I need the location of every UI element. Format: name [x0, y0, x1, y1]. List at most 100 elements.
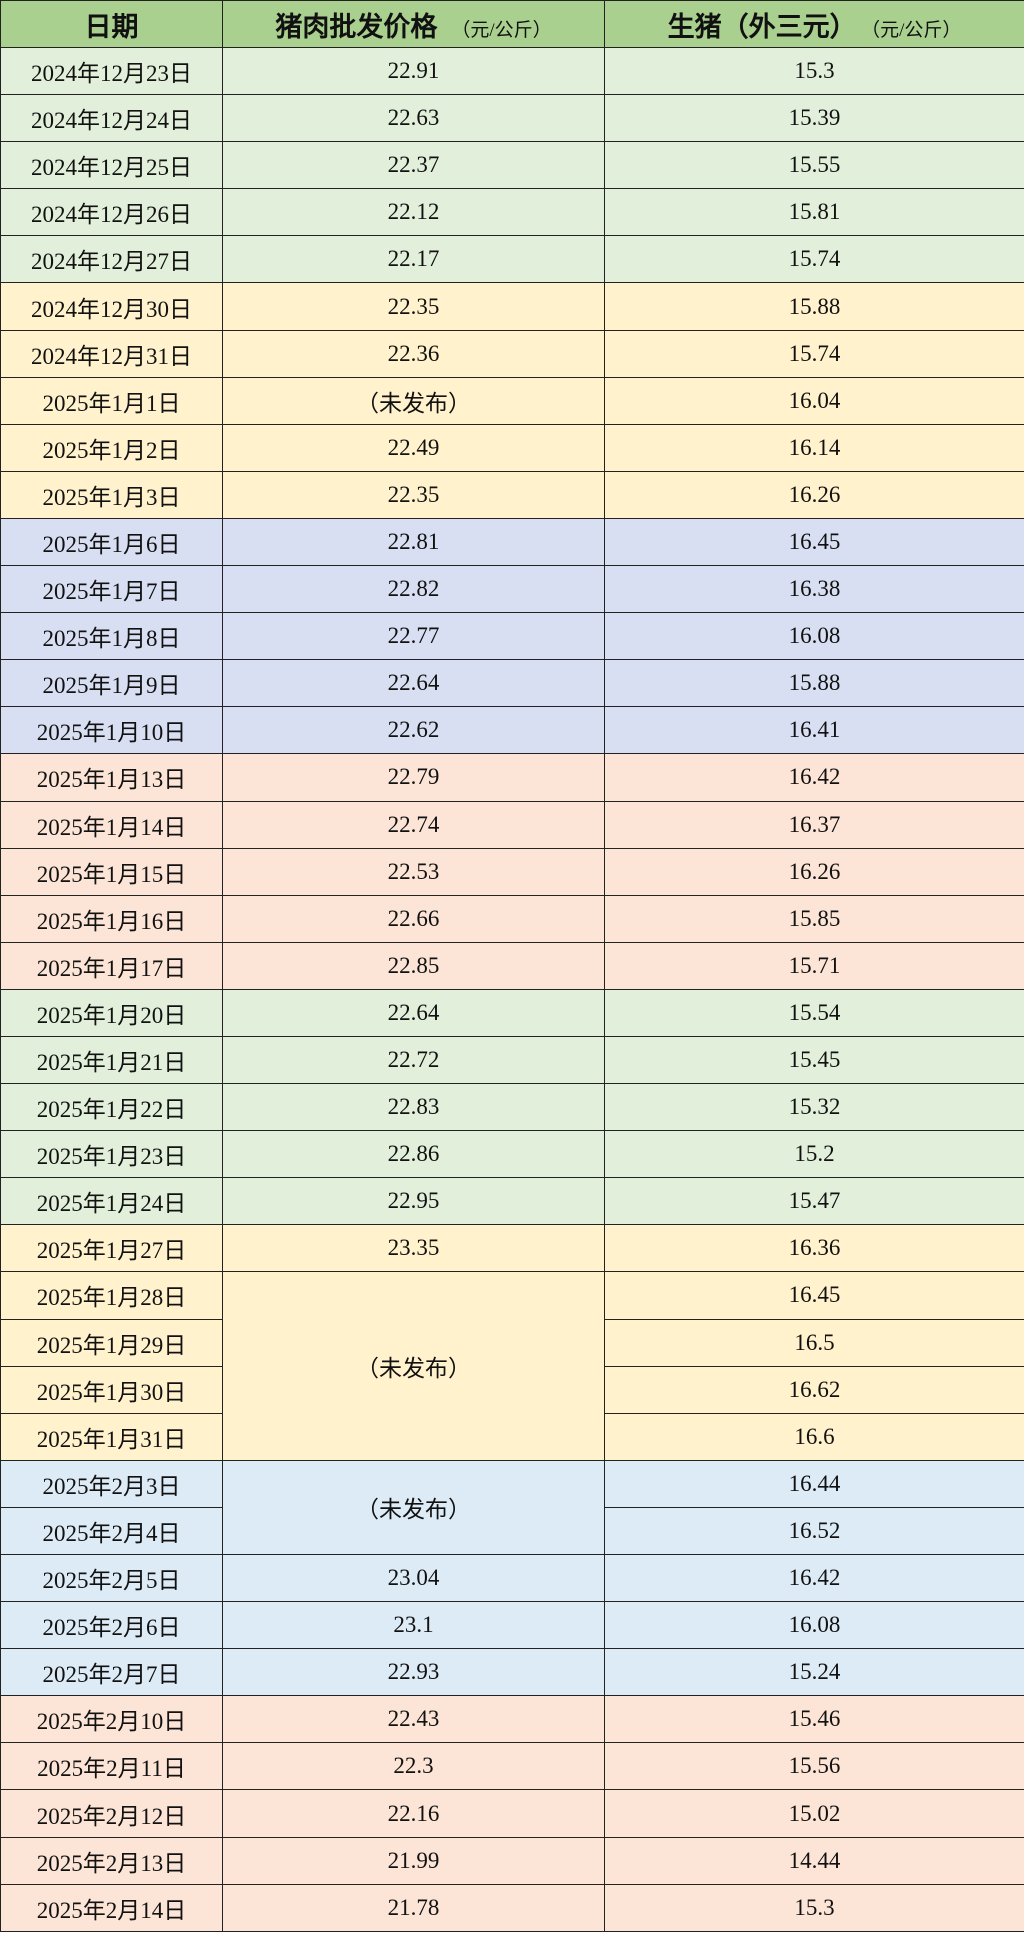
table-row: 2025年1月7日 22.82 16.38 [0, 565, 1024, 614]
date-cell: 2025年1月6日 [0, 517, 223, 567]
hog-price-cell: 16.26 [604, 847, 1024, 896]
pork-price-cell: （未发布） [222, 376, 605, 425]
hog-price-cell: 16.42 [604, 1553, 1024, 1603]
date-cell: 2024年12月30日 [0, 282, 223, 331]
table-row: 2024年12月25日 22.37 15.55 [0, 141, 1024, 190]
pork-price-cell: 21.99 [222, 1836, 605, 1885]
table-row: 2025年1月27日 23.35 16.36 [0, 1224, 1024, 1273]
date-cell: 2024年12月23日 [0, 46, 223, 96]
table-row: 2024年12月27日 22.17 15.74 [0, 235, 1024, 284]
date-cell: 2025年1月23日 [0, 1130, 223, 1179]
pork-price-cell: 22.64 [222, 659, 605, 708]
pork-price-cell: 22.63 [222, 94, 605, 143]
pork-price-cell: 22.37 [222, 141, 605, 190]
pork-price-cell: 22.83 [222, 1083, 605, 1132]
pork-price-cell: 22.86 [222, 1130, 605, 1179]
hog-price-cell: 16.41 [604, 706, 1024, 755]
hog-price-cell: 16.26 [604, 470, 1024, 519]
table-row: 2025年1月13日 22.79 16.42 [0, 753, 1024, 802]
date-cell: 2025年2月4日 [0, 1506, 223, 1556]
hog-price-cell: 16.04 [604, 376, 1024, 425]
date-cell: 2025年1月3日 [0, 470, 223, 519]
hog-price-cell: 15.2 [604, 1130, 1024, 1179]
table-row: 2025年1月31日 16.6 [0, 1412, 1024, 1461]
hog-price-cell: 15.39 [604, 94, 1024, 143]
date-cell: 2025年1月30日 [0, 1365, 223, 1414]
hog-price-cell: 16.62 [604, 1365, 1024, 1414]
pork-price-cell: 22.91 [222, 46, 605, 96]
table-row: 2024年12月26日 22.12 15.81 [0, 188, 1024, 237]
date-cell: 2025年1月17日 [0, 941, 223, 990]
pork-price-cell: 22.17 [222, 235, 605, 284]
table-row: 2025年2月10日 22.43 15.46 [0, 1695, 1024, 1744]
table-row: 2025年2月4日 16.52 [0, 1506, 1024, 1556]
hog-price-cell: 14.44 [604, 1836, 1024, 1885]
hog-price-cell: 15.55 [604, 141, 1024, 190]
hog-price-cell: 15.3 [604, 1883, 1024, 1932]
table-row: 2025年1月15日 22.53 16.26 [0, 847, 1024, 896]
date-cell: 2024年12月24日 [0, 94, 223, 143]
pork-price-cell: 22.3 [222, 1742, 605, 1791]
hog-price-cell: 16.38 [604, 565, 1024, 614]
table-row: 2024年12月30日 22.35 15.88 [0, 282, 1024, 331]
hog-price-cell: 16.08 [604, 612, 1024, 661]
table-row: 2025年1月6日 22.81 16.45 [0, 517, 1024, 567]
hog-price-cell: 16.45 [604, 517, 1024, 567]
pork-price-cell: 22.95 [222, 1177, 605, 1226]
hog-price-cell: 16.5 [604, 1318, 1024, 1367]
pork-price-cell: 22.79 [222, 753, 605, 802]
date-cell: 2025年2月5日 [0, 1553, 223, 1603]
date-cell: 2025年1月24日 [0, 1177, 223, 1226]
table-row: 2025年1月8日 22.77 16.08 [0, 612, 1024, 661]
date-cell: 2024年12月26日 [0, 188, 223, 237]
table-row: 2025年2月13日 21.99 14.44 [0, 1836, 1024, 1885]
hog-price-cell: 15.85 [604, 894, 1024, 943]
pork-price-cell: （未发布） [222, 1459, 605, 1556]
date-cell: 2025年2月12日 [0, 1789, 223, 1838]
header-pork-price: 猪肉批发价格 （元/公斤） [222, 0, 605, 48]
pork-price-cell: 22.64 [222, 988, 605, 1037]
hog-price-cell: 15.71 [604, 941, 1024, 990]
date-cell: 2025年1月14日 [0, 800, 223, 849]
hog-price-cell: 16.37 [604, 800, 1024, 849]
table-row: 2025年1月20日 22.64 15.54 [0, 988, 1024, 1037]
hog-price-cell: 16.36 [604, 1224, 1024, 1273]
pork-price-cell: 22.77 [222, 612, 605, 661]
hog-price-cell: 16.14 [604, 423, 1024, 472]
hog-price-cell: 16.44 [604, 1459, 1024, 1508]
date-cell: 2025年2月11日 [0, 1742, 223, 1791]
unit-label: （元/公斤） [870, 19, 962, 41]
hog-price-cell: 16.45 [604, 1271, 1024, 1320]
date-cell: 2025年2月10日 [0, 1695, 223, 1744]
table-row: 2025年1月17日 22.85 15.71 [0, 941, 1024, 990]
pork-price-cell: 22.16 [222, 1789, 605, 1838]
hog-price-cell: 16.42 [604, 753, 1024, 802]
table-row: 2025年2月7日 22.93 15.24 [0, 1648, 1024, 1697]
date-cell: 2025年1月27日 [0, 1224, 223, 1273]
date-cell: 2025年1月20日 [0, 988, 223, 1037]
hog-price-cell: 15.74 [604, 235, 1024, 284]
table-row: 2025年2月5日 23.04 16.42 [0, 1553, 1024, 1603]
table-row: 2025年1月21日 22.72 15.45 [0, 1035, 1024, 1085]
hog-price-cell: 15.88 [604, 282, 1024, 331]
date-cell: 2025年2月6日 [0, 1601, 223, 1650]
table-row: 2025年2月11日 22.3 15.56 [0, 1742, 1024, 1791]
date-cell: 2025年2月14日 [0, 1883, 223, 1932]
pork-price-cell: 21.78 [222, 1883, 605, 1932]
table-row: 2024年12月31日 22.36 15.74 [0, 329, 1024, 378]
hog-price-cell: 15.81 [604, 188, 1024, 237]
pork-price-cell: 22.72 [222, 1035, 605, 1085]
table-row: 2025年2月14日 21.78 15.3 [0, 1883, 1024, 1932]
header-hog-price: 生猪（外三元） （元/公斤） [604, 0, 1024, 48]
hog-price-cell: 15.46 [604, 1695, 1024, 1744]
date-cell: 2025年1月15日 [0, 847, 223, 896]
hog-price-cell: 15.02 [604, 1789, 1024, 1838]
hog-price-cell: 15.3 [604, 46, 1024, 96]
date-cell: 2025年1月21日 [0, 1035, 223, 1085]
hog-price-cell: 15.24 [604, 1648, 1024, 1697]
hog-price-cell: 16.6 [604, 1412, 1024, 1461]
hog-price-cell: 16.52 [604, 1506, 1024, 1556]
pork-price-cell: 22.36 [222, 329, 605, 378]
date-cell: 2024年12月25日 [0, 141, 223, 190]
pork-price-cell: 22.43 [222, 1695, 605, 1744]
